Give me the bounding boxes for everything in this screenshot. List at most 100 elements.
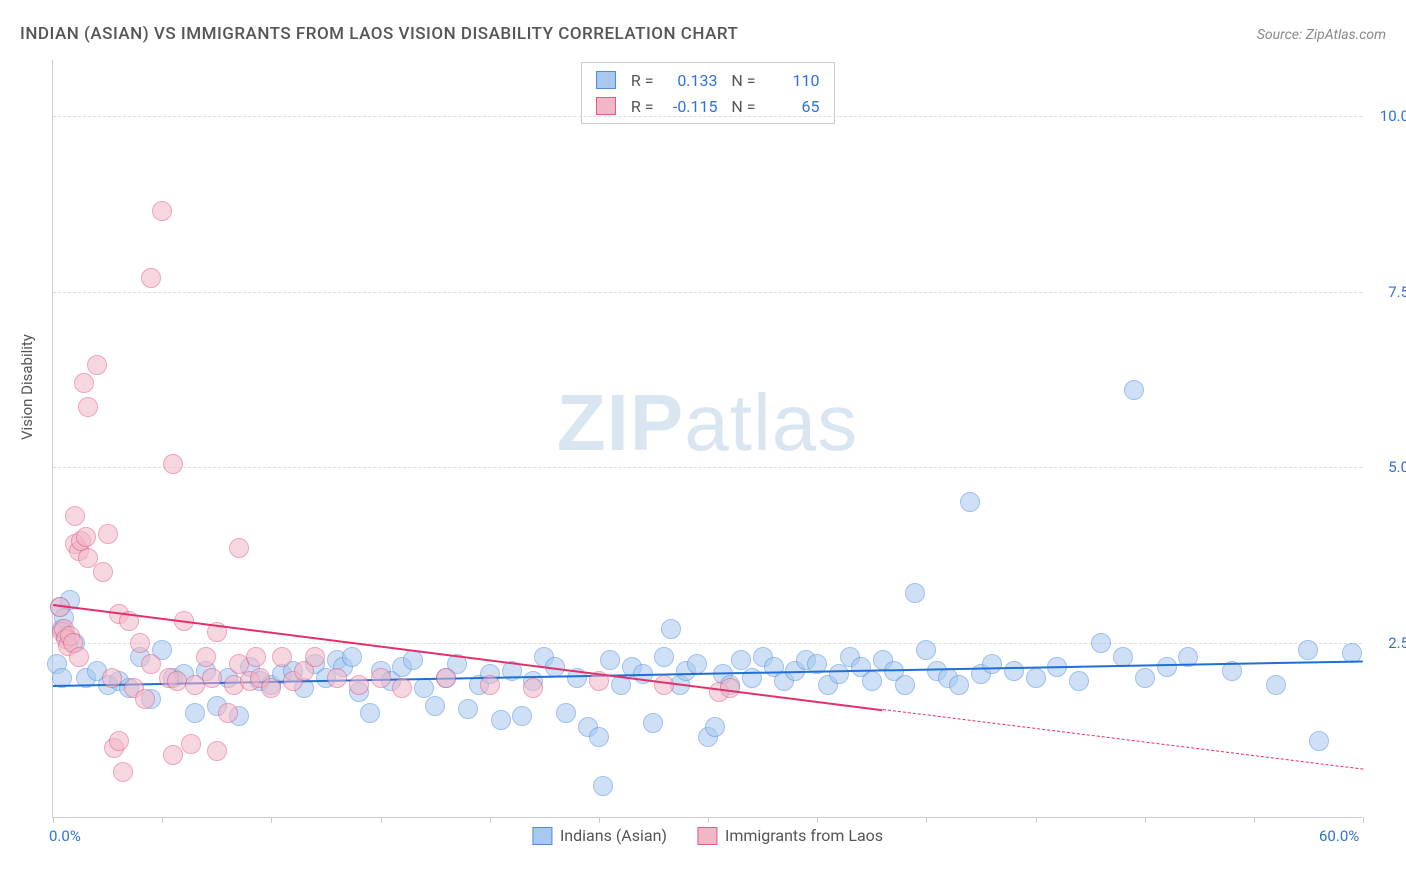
data-point-indians xyxy=(600,650,620,670)
legend-swatch xyxy=(532,827,552,845)
x-tick xyxy=(490,817,491,823)
gridline xyxy=(53,643,1362,644)
data-point-indians xyxy=(705,717,725,737)
data-point-indians xyxy=(185,703,205,723)
legend-swatch xyxy=(697,827,717,845)
data-point-laos xyxy=(207,741,227,761)
legend-label: Immigrants from Laos xyxy=(725,826,883,845)
data-point-laos xyxy=(130,633,150,653)
source-prefix: Source: xyxy=(1257,27,1306,43)
x-tick xyxy=(926,817,927,823)
data-point-laos xyxy=(246,647,266,667)
data-point-indians xyxy=(512,706,532,726)
data-point-laos xyxy=(93,562,113,582)
data-point-indians xyxy=(905,583,925,603)
data-point-indians xyxy=(949,675,969,695)
data-point-indians xyxy=(458,699,478,719)
stats-row-indians: R =0.133N =110 xyxy=(596,67,820,93)
chart-title: INDIAN (ASIAN) VS IMMIGRANTS FROM LAOS V… xyxy=(20,24,738,44)
y-axis-title: Vision Disability xyxy=(18,334,36,440)
y-tick-label: 2.5% xyxy=(1370,634,1406,652)
n-value: 65 xyxy=(764,97,820,116)
data-point-indians xyxy=(829,664,849,684)
data-point-indians xyxy=(895,675,915,695)
data-point-indians xyxy=(982,654,1002,674)
data-point-laos xyxy=(654,675,674,695)
trend-line xyxy=(883,709,1363,770)
r-label: R = xyxy=(624,71,654,90)
x-tick xyxy=(1254,817,1255,823)
legend-swatch xyxy=(596,97,616,115)
data-point-indians xyxy=(916,640,936,660)
data-point-laos xyxy=(349,675,369,695)
x-tick xyxy=(271,817,272,823)
gridline xyxy=(53,292,1362,293)
y-tick-label: 7.5% xyxy=(1370,283,1406,301)
x-tick-label: 60.0% xyxy=(1319,827,1359,845)
data-point-indians xyxy=(1266,675,1286,695)
y-tick-label: 10.0% xyxy=(1370,107,1406,125)
data-point-laos xyxy=(327,668,347,688)
data-point-indians xyxy=(593,776,613,796)
legend-item-laos: Immigrants from Laos xyxy=(697,826,883,845)
data-point-laos xyxy=(163,745,183,765)
data-point-indians xyxy=(742,668,762,688)
data-point-laos xyxy=(480,675,500,695)
data-point-laos xyxy=(523,678,543,698)
x-tick xyxy=(1145,817,1146,823)
source-name: ZipAtlas.com xyxy=(1306,27,1386,43)
data-point-indians xyxy=(960,492,980,512)
x-tick-label: 0.0% xyxy=(49,827,81,845)
gridline xyxy=(53,467,1362,468)
x-tick xyxy=(381,817,382,823)
data-point-indians xyxy=(360,703,380,723)
data-point-indians xyxy=(1157,657,1177,677)
data-point-laos xyxy=(152,201,172,221)
watermark-rest: atlas xyxy=(684,378,858,467)
data-point-indians xyxy=(491,710,511,730)
data-point-laos xyxy=(141,268,161,288)
x-tick xyxy=(162,817,163,823)
watermark-bold: ZIP xyxy=(557,378,684,467)
data-point-laos xyxy=(78,397,98,417)
data-point-laos xyxy=(135,689,155,709)
r-value: 0.133 xyxy=(662,71,718,90)
r-label: R = xyxy=(624,97,654,116)
data-point-laos xyxy=(109,731,129,751)
legend-label: Indians (Asian) xyxy=(560,826,667,845)
n-label: N = xyxy=(726,71,756,90)
r-value: -0.115 xyxy=(662,97,718,116)
data-point-laos xyxy=(98,524,118,544)
title-bar: INDIAN (ASIAN) VS IMMIGRANTS FROM LAOS V… xyxy=(20,24,1386,44)
data-point-laos xyxy=(202,668,222,688)
data-point-laos xyxy=(87,355,107,375)
data-point-indians xyxy=(1069,671,1089,691)
data-point-laos xyxy=(436,668,456,688)
data-point-laos xyxy=(229,538,249,558)
data-point-indians xyxy=(425,696,445,716)
data-point-laos xyxy=(181,734,201,754)
data-point-indians xyxy=(1026,668,1046,688)
x-tick xyxy=(1363,817,1364,823)
gridline xyxy=(53,116,1362,117)
data-point-laos xyxy=(272,647,292,667)
legend-swatch xyxy=(596,71,616,89)
watermark: ZIPatlas xyxy=(557,377,858,469)
data-point-laos xyxy=(196,647,216,667)
data-point-indians xyxy=(1309,731,1329,751)
data-point-indians xyxy=(403,650,423,670)
data-point-laos xyxy=(113,762,133,782)
series-legend: Indians (Asian) Immigrants from Laos xyxy=(532,826,883,845)
data-point-laos xyxy=(102,668,122,688)
data-point-indians xyxy=(1298,640,1318,660)
data-point-laos xyxy=(69,647,89,667)
data-point-laos xyxy=(261,678,281,698)
data-point-laos xyxy=(74,373,94,393)
y-tick-label: 5.0% xyxy=(1370,458,1406,476)
scatter-plot-area: ZIPatlas R =0.133N =110R =-0.115N =65 In… xyxy=(52,60,1362,818)
correlation-stats-box: R =0.133N =110R =-0.115N =65 xyxy=(581,62,835,124)
data-point-laos xyxy=(76,527,96,547)
data-point-indians xyxy=(643,713,663,733)
data-point-laos xyxy=(305,647,325,667)
legend-item-indians: Indians (Asian) xyxy=(532,826,667,845)
